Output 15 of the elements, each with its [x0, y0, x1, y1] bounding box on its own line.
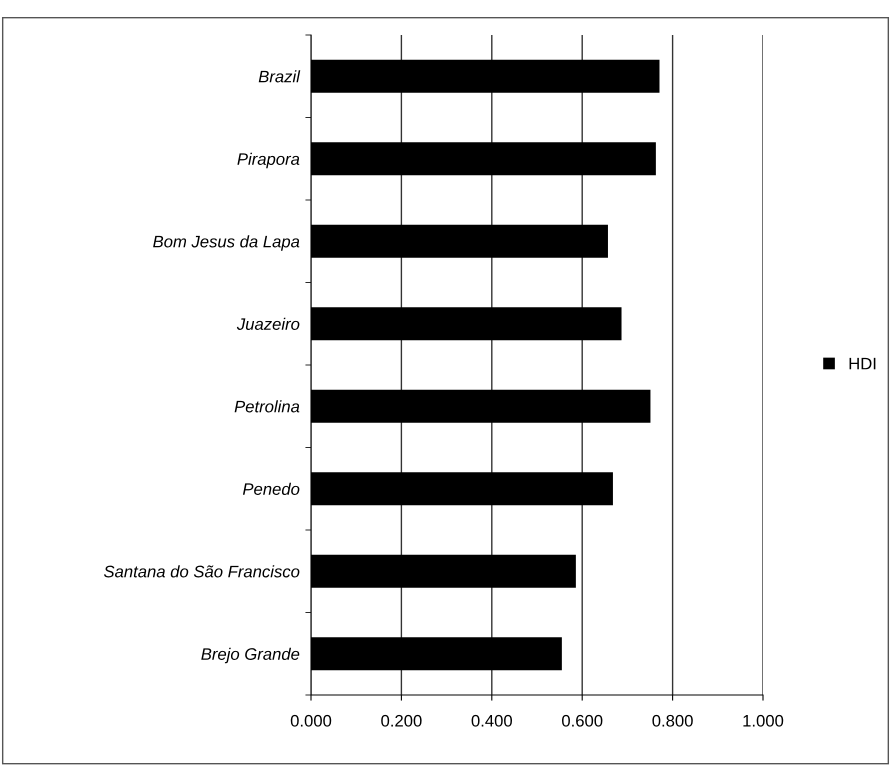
- x-tick-label: 0.600: [562, 714, 602, 727]
- y-tick-label: Pirapora: [237, 152, 300, 168]
- x-tick-label: 0.400: [472, 714, 512, 727]
- y-tick-label: Brejo Grande: [201, 648, 300, 664]
- y-tick-label: Santana do São Francisco: [104, 565, 300, 578]
- x-tick-label: 0.800: [652, 714, 693, 727]
- x-tick-label: 0.000: [290, 714, 332, 727]
- y-tick-label: Juazeiro: [236, 318, 300, 330]
- legend-label: HDI: [850, 358, 876, 370]
- y-tick-label: Penedo: [242, 482, 300, 495]
- y-tick-label: Petrolina: [234, 400, 300, 412]
- y-tick-label: Brazil: [258, 70, 300, 82]
- y-tick-label: Bom Jesus da Lapa: [153, 235, 300, 251]
- x-tick-label: 1.000: [743, 714, 784, 727]
- x-tick-label: 0.200: [381, 714, 422, 727]
